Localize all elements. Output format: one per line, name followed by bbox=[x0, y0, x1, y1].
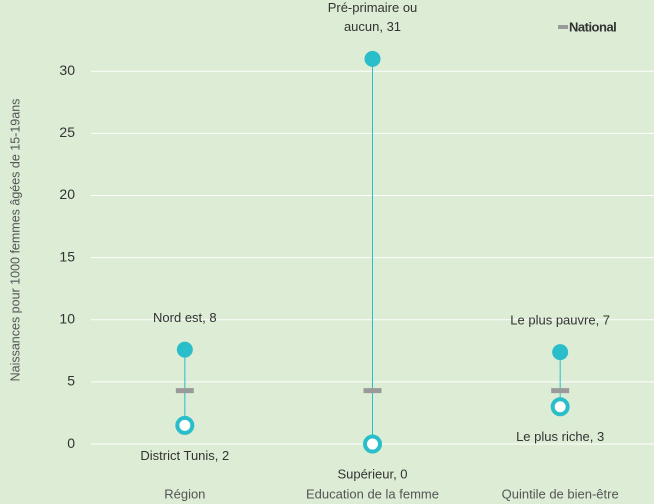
national-marker bbox=[363, 388, 382, 394]
national-marker bbox=[551, 388, 570, 394]
data-label: District Tunis, 2 bbox=[140, 448, 229, 463]
x-tick-label: Education de la femme bbox=[306, 486, 439, 501]
high-dot bbox=[176, 341, 193, 358]
data-label: Le plus pauvre, 7 bbox=[510, 313, 610, 328]
y-axis-label: Naissances pour 1000 femmes âgées de 15-… bbox=[8, 99, 22, 382]
x-tick-label: Quintile de bien-être bbox=[502, 486, 619, 501]
y-tick-label: 15 bbox=[59, 248, 75, 264]
national-marker bbox=[175, 388, 194, 394]
legend-label: National bbox=[569, 19, 616, 34]
data-label: Le plus riche, 3 bbox=[516, 429, 604, 444]
legend-swatch bbox=[558, 25, 568, 29]
y-tick-label: 5 bbox=[67, 373, 75, 389]
y-tick-label: 20 bbox=[59, 186, 75, 202]
high-dot bbox=[552, 344, 569, 361]
data-label: Nord est, 8 bbox=[153, 310, 217, 325]
data-label: Pré-primaire ou aucun, 31 bbox=[328, 0, 418, 34]
y-tick-label: 25 bbox=[59, 124, 75, 140]
low-dot bbox=[363, 434, 382, 454]
low-dot bbox=[175, 415, 195, 435]
x-tick-label: Région bbox=[164, 486, 205, 501]
y-tick-label: 0 bbox=[67, 435, 75, 451]
data-label: Supérieur, 0 bbox=[337, 466, 407, 481]
y-tick-label: 10 bbox=[59, 311, 75, 327]
high-dot bbox=[364, 50, 381, 67]
low-dot bbox=[550, 397, 570, 417]
y-tick-label: 30 bbox=[59, 62, 75, 78]
